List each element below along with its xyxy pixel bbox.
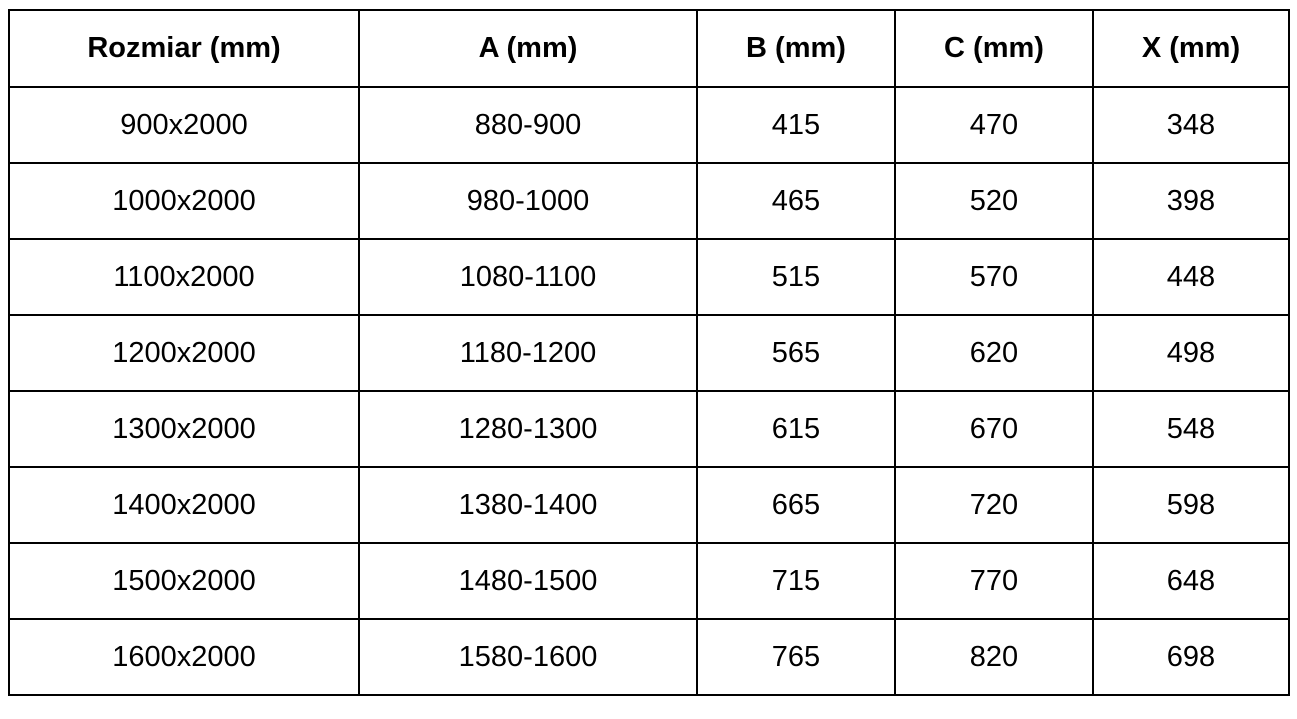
cell-size: 900x2000 [8,86,360,164]
cell-b: 465 [696,162,896,240]
cell-c: 620 [894,314,1094,392]
cell-a: 1280-1300 [358,390,698,468]
cell-x: 598 [1092,466,1290,544]
table-row: 1300x2000 1280-1300 615 670 548 [8,390,1290,468]
table-body: 900x2000 880-900 415 470 348 1000x2000 980-100… [8,86,1290,696]
cell-a: 1480-1500 [358,542,698,620]
cell-x: 498 [1092,314,1290,392]
table-row: 1100x2000 1080-1100 515 570 448 [8,238,1290,316]
cell-b: 715 [696,542,896,620]
cell-size: 1600x2000 [8,618,360,696]
column-header-x: X (mm) [1092,9,1290,88]
cell-b: 665 [696,466,896,544]
table-row: 1200x2000 1180-1200 565 620 498 [8,314,1290,392]
cell-c: 670 [894,390,1094,468]
cell-b: 565 [696,314,896,392]
cell-b: 765 [696,618,896,696]
cell-c: 570 [894,238,1094,316]
cell-a: 1380-1400 [358,466,698,544]
cell-x: 548 [1092,390,1290,468]
cell-size: 1000x2000 [8,162,360,240]
table-row: 1500x2000 1480-1500 715 770 648 [8,542,1290,620]
cell-a: 1180-1200 [358,314,698,392]
dimensions-table: Rozmiar (mm) A (mm) B (mm) C (mm) X (mm) 900… [8,9,1290,696]
cell-a: 1080-1100 [358,238,698,316]
cell-b: 515 [696,238,896,316]
cell-x: 698 [1092,618,1290,696]
cell-x: 648 [1092,542,1290,620]
table-header: Rozmiar (mm) A (mm) B (mm) C (mm) X (mm) [8,9,1290,88]
cell-a: 1580-1600 [358,618,698,696]
cell-size: 1400x2000 [8,466,360,544]
column-header-c: C (mm) [894,9,1094,88]
header-row: Rozmiar (mm) A (mm) B (mm) C (mm) X (mm) [8,9,1290,88]
cell-a: 980-1000 [358,162,698,240]
cell-b: 615 [696,390,896,468]
cell-x: 448 [1092,238,1290,316]
cell-b: 415 [696,86,896,164]
table-row: 1400x2000 1380-1400 665 720 598 [8,466,1290,544]
cell-a: 880-900 [358,86,698,164]
cell-c: 470 [894,86,1094,164]
table-row: 1000x2000 980-1000 465 520 398 [8,162,1290,240]
cell-size: 1200x2000 [8,314,360,392]
cell-size: 1300x2000 [8,390,360,468]
column-header-a: A (mm) [358,9,698,88]
table-row: 900x2000 880-900 415 470 348 [8,86,1290,164]
table-row: 1600x2000 1580-1600 765 820 698 [8,618,1290,696]
cell-c: 520 [894,162,1094,240]
column-header-b: B (mm) [696,9,896,88]
cell-size: 1100x2000 [8,238,360,316]
cell-x: 398 [1092,162,1290,240]
cell-c: 720 [894,466,1094,544]
cell-x: 348 [1092,86,1290,164]
cell-c: 770 [894,542,1094,620]
column-header-size: Rozmiar (mm) [8,9,360,88]
cell-c: 820 [894,618,1094,696]
cell-size: 1500x2000 [8,542,360,620]
